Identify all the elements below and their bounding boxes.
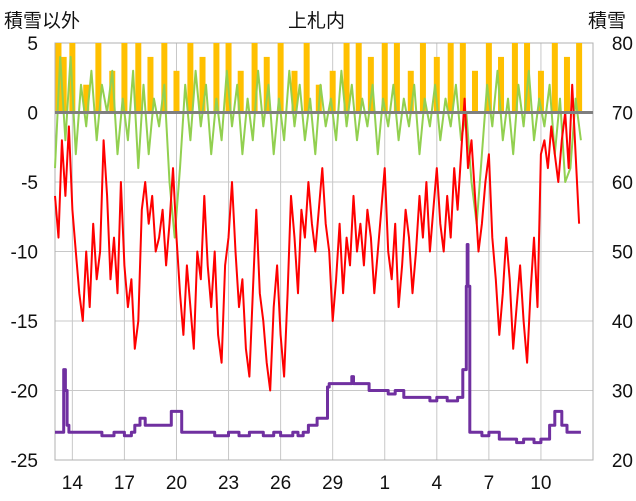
left-axis-label: 積雪以外 (4, 11, 81, 32)
bar-mark (576, 43, 583, 113)
x-tick-label: 23 (218, 473, 239, 494)
left-tick-label: -5 (21, 173, 38, 194)
right-tick-label: 80 (612, 34, 633, 55)
right-axis-label: 積雪 (588, 11, 627, 32)
right-tick-label: 70 (612, 104, 633, 125)
left-tick-label: -10 (11, 243, 38, 264)
bar-mark (471, 70, 478, 113)
bar-mark (173, 70, 180, 113)
right-tick-label: 60 (612, 173, 633, 194)
bar-mark (551, 43, 558, 113)
bar-mark (291, 70, 298, 113)
x-tick-label: 10 (530, 473, 551, 494)
series-line-3 (55, 243, 581, 445)
bar-mark (251, 43, 258, 113)
bar-mark (381, 43, 388, 113)
right-tick-label: 40 (612, 312, 633, 333)
bar-mark (393, 43, 400, 113)
bar-mark (511, 43, 518, 113)
bar-mark (537, 70, 544, 113)
bar-mark (199, 56, 206, 113)
bar-mark (524, 43, 531, 113)
bar-mark (135, 43, 142, 113)
bar-mark (83, 84, 90, 113)
right-tick-label: 30 (612, 382, 633, 403)
bar-mark (355, 43, 362, 113)
right-tick-label: 20 (612, 451, 633, 472)
bar-mark (433, 56, 440, 113)
right-tick-label: 50 (612, 243, 633, 264)
bar-mark (187, 43, 194, 113)
bar-mark (277, 43, 284, 113)
series-line-1 (54, 55, 582, 239)
bar-mark (147, 56, 154, 113)
bar-mark (329, 70, 336, 113)
x-tick-label: 20 (166, 473, 187, 494)
x-tick-label: 29 (322, 473, 343, 494)
bar-mark (343, 43, 350, 113)
x-tick-label: 14 (62, 473, 84, 494)
x-tick-label: 1 (379, 473, 390, 494)
bar-mark (95, 43, 102, 113)
left-tick-label: -15 (11, 312, 38, 333)
bar-mark (60, 56, 67, 113)
bar-mark (485, 43, 492, 113)
bar-mark (447, 43, 454, 113)
bar-mark (225, 43, 232, 113)
bar-mark (303, 43, 310, 113)
x-tick-label: 7 (484, 473, 495, 494)
left-tick-label: 5 (27, 34, 38, 55)
left-tick-label: -25 (11, 451, 38, 472)
bar-mark (213, 43, 220, 113)
bar-mark (161, 43, 168, 113)
left-tick-label: -20 (11, 382, 38, 403)
bar-mark (263, 56, 270, 113)
series-line-2 (54, 83, 581, 392)
x-tick-label: 4 (432, 473, 443, 494)
chart-title: 上札内 (288, 11, 346, 32)
bar-mark (563, 56, 570, 113)
bar-mark (407, 70, 414, 113)
series-yellow-bars (55, 43, 583, 113)
bar-mark (459, 43, 466, 113)
left-tick-label: 0 (27, 104, 38, 125)
bar-mark (121, 43, 128, 113)
bar-mark (419, 43, 426, 113)
bar-mark (237, 70, 244, 113)
x-tick-label: 26 (270, 473, 291, 494)
x-tick-label: 17 (114, 473, 135, 494)
series-lines (54, 55, 582, 445)
bar-mark (498, 56, 505, 113)
bar-mark (367, 56, 374, 113)
plot-frame (54, 42, 594, 461)
bar-mark (109, 70, 116, 113)
